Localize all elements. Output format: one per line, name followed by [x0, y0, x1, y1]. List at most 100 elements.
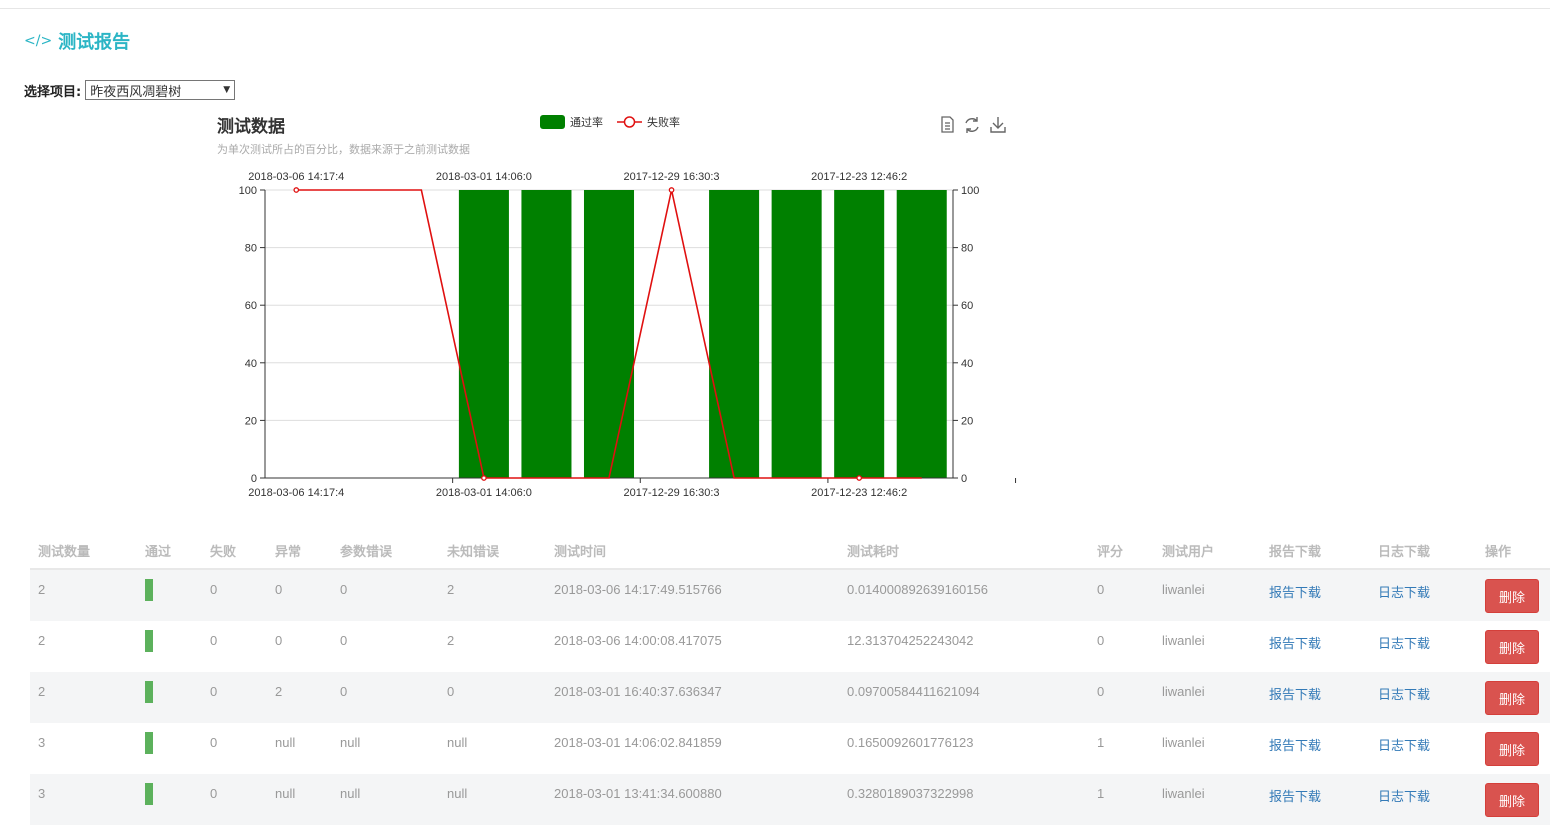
delete-button[interactable]: 删除 — [1485, 579, 1539, 613]
y-tick-label-left: 20 — [245, 415, 257, 427]
duration-cell: 0.09700584411621094 — [847, 684, 980, 699]
test-time-cell: 2018-03-01 14:06:02.841859 — [554, 735, 722, 750]
x-tick-label-top: 2018-03-01 14:06:0 — [436, 171, 532, 183]
test-time-cell: 2018-03-06 14:17:49.515766 — [554, 582, 722, 597]
user-cell: liwanlei — [1162, 786, 1205, 801]
column-header: 操作 — [1485, 544, 1512, 560]
test-count-cell: 3 — [38, 786, 46, 801]
fail-cell: 0 — [210, 735, 218, 750]
chart-subtitle: 为单次测试所占的百分比，数据来源于之前测试数据 — [217, 142, 470, 156]
unknown-error-cell: null — [447, 735, 468, 750]
report-download-link[interactable]: 报告下载 — [1269, 738, 1322, 753]
restore-icon[interactable] — [965, 117, 979, 133]
table-header-row: 测试数量 通过 失败 异常 参数错误 未知错误 测试时间 测试耗时 评分 测试用户 报告下载 日志下载… — [30, 532, 1550, 570]
param-error-cell: null — [340, 786, 361, 801]
log-download-link[interactable]: 日志下载 — [1378, 738, 1431, 753]
log-download-link[interactable]: 日志下载 — [1378, 687, 1431, 702]
table-row: 2 0 0 0 2 2018-03-06 14:00:08.417075 12.313704… — [30, 621, 1550, 672]
legend-label-pass: 通过率 — [570, 115, 603, 129]
unknown-error-cell: 2 — [447, 582, 455, 597]
y-tick-label-right: 80 — [961, 243, 973, 255]
bar-pass-rate — [458, 190, 509, 478]
report-download-link[interactable]: 报告下载 — [1269, 636, 1322, 651]
error-cell: 2 — [275, 684, 283, 699]
y-tick-label-left: 100 — [239, 185, 257, 197]
delete-button[interactable]: 删除 — [1485, 783, 1539, 817]
column-header: 异常 — [275, 544, 302, 560]
x-tick-label-top: 2018-03-06 14:17:4 — [248, 171, 344, 183]
y-tick-label-right: 0 — [961, 473, 967, 485]
duration-cell: 0.3280189037322998 — [847, 786, 974, 801]
save-image-icon[interactable] — [990, 117, 1006, 133]
param-error-cell: 0 — [340, 633, 348, 648]
fail-cell: 0 — [210, 633, 218, 648]
pass-progress-bar — [145, 579, 153, 601]
score-cell: 0 — [1097, 582, 1105, 597]
project-select-value: 昨夜西风凋碧树 — [90, 84, 182, 100]
y-tick-label-right: 20 — [961, 415, 973, 427]
table-row: 3 0 null null null 2018-03-01 14:06:02.841859… — [30, 723, 1550, 774]
x-tick-label-bottom: 2018-03-01 14:06:0 — [436, 487, 532, 499]
user-cell: liwanlei — [1162, 735, 1205, 750]
param-error-cell: 0 — [340, 582, 348, 597]
delete-button[interactable]: 删除 — [1485, 732, 1539, 766]
error-cell: null — [275, 735, 296, 750]
data-view-icon[interactable] — [941, 116, 954, 133]
column-header: 测试用户 — [1162, 544, 1215, 560]
test-time-cell: 2018-03-01 16:40:37.636347 — [554, 684, 722, 699]
top-divider — [0, 8, 1550, 9]
pass-progress-bar — [145, 630, 153, 652]
report-download-link[interactable]: 报告下载 — [1269, 687, 1322, 702]
bar-pass-rate — [521, 190, 572, 478]
x-tick-label-bottom: 2018-03-06 14:17:4 — [248, 487, 344, 499]
column-header: 通过 — [145, 544, 172, 560]
unknown-error-cell: 0 — [447, 684, 455, 699]
column-header: 未知错误 — [447, 544, 500, 560]
y-tick-label-right: 60 — [961, 300, 973, 312]
log-download-link[interactable]: 日志下载 — [1378, 636, 1431, 651]
column-header: 报告下载 — [1269, 544, 1322, 560]
line-fail-rate — [296, 189, 922, 479]
bar-pass-rate — [896, 190, 947, 478]
y-tick-label-left: 0 — [251, 473, 257, 485]
log-download-link[interactable]: 日志下载 — [1378, 789, 1431, 804]
table-row: 2 0 0 0 2 2018-03-06 14:17:49.515766 0.0140008… — [30, 570, 1550, 621]
report-download-link[interactable]: 报告下载 — [1269, 789, 1322, 804]
test-time-cell: 2018-03-06 14:00:08.417075 — [554, 633, 722, 648]
delete-button[interactable]: 删除 — [1485, 681, 1539, 715]
duration-cell: 0.014000892639160156 — [847, 582, 988, 597]
fail-cell: 0 — [210, 684, 218, 699]
project-selector: 选择项目: 昨夜西风凋碧树 ▼ — [24, 80, 236, 100]
chart-title: 测试数据 — [217, 116, 285, 137]
legend-marker-fail — [623, 116, 636, 128]
point-fail-rate — [856, 475, 863, 481]
x-tick-label-bottom: 2017-12-23 12:46:2 — [811, 487, 907, 499]
legend-label-fail: 失败率 — [647, 115, 680, 129]
x-tick-label-top: 2017-12-23 12:46:2 — [811, 171, 907, 183]
score-cell: 0 — [1097, 633, 1105, 648]
point-fail-rate — [481, 475, 487, 481]
page-title-text: 测试报告 — [58, 32, 131, 53]
test-count-cell: 2 — [38, 684, 46, 699]
score-cell: 1 — [1097, 786, 1105, 801]
y-tick-label-left: 80 — [245, 243, 257, 255]
report-download-link[interactable]: 报告下载 — [1269, 585, 1322, 600]
test-count-cell: 2 — [38, 633, 46, 648]
test-count-cell: 2 — [38, 582, 46, 597]
column-header: 测试数量 — [38, 544, 91, 560]
y-tick-label-left: 40 — [245, 358, 257, 370]
y-tick-label-right: 100 — [961, 185, 979, 197]
user-cell: liwanlei — [1162, 633, 1205, 648]
bar-pass-rate — [583, 190, 635, 478]
fail-cell: 0 — [210, 786, 218, 801]
user-cell: liwanlei — [1162, 582, 1205, 597]
project-select[interactable]: 昨夜西风凋碧树 ▼ — [85, 80, 236, 100]
column-header: 测试耗时 — [847, 544, 900, 560]
score-cell: 1 — [1097, 735, 1105, 750]
table-row: 2 0 2 0 0 2018-03-01 16:40:37.636347 0.0970058… — [30, 672, 1550, 723]
column-header: 日志下载 — [1378, 544, 1431, 560]
results-table: 测试数量 通过 失败 异常 参数错误 未知错误 测试时间 测试耗时 评分 测试用户 报告下载 日志下载… — [30, 532, 1550, 825]
log-download-link[interactable]: 日志下载 — [1378, 585, 1431, 600]
delete-button[interactable]: 删除 — [1485, 630, 1539, 664]
pass-progress-bar — [145, 732, 153, 754]
